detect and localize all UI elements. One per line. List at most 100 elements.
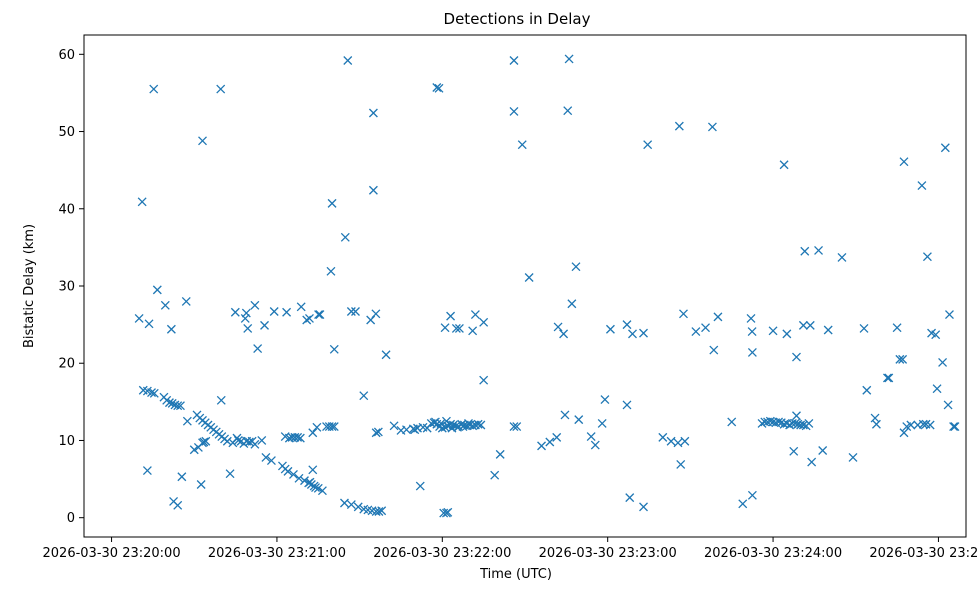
- data-point: [373, 427, 383, 437]
- y-tick-label: 30: [58, 280, 75, 295]
- data-point: [260, 320, 269, 330]
- data-point: [446, 311, 456, 321]
- data-point: [346, 307, 356, 316]
- data-point: [327, 198, 337, 208]
- data-point: [479, 317, 489, 327]
- data-point: [300, 476, 309, 486]
- y-tick-label: 20: [58, 357, 75, 372]
- data-point: [765, 416, 775, 426]
- data-point: [230, 307, 240, 317]
- data-point: [545, 437, 555, 447]
- data-point: [707, 122, 717, 132]
- data-point: [176, 401, 185, 411]
- data-point: [468, 326, 478, 336]
- data-point: [899, 428, 909, 438]
- data-point: [848, 452, 858, 462]
- data-point: [701, 323, 710, 333]
- data-point: [441, 416, 451, 426]
- data-point: [371, 309, 381, 319]
- data-point: [490, 470, 500, 480]
- data-point: [295, 433, 305, 443]
- data-point: [306, 480, 316, 489]
- y-tick-label: 0: [67, 511, 75, 526]
- data-point: [329, 422, 339, 432]
- data-point: [253, 344, 263, 354]
- data-point: [906, 420, 916, 430]
- data-point: [807, 457, 817, 467]
- data-point: [182, 416, 192, 426]
- data-point: [814, 246, 824, 255]
- data-point: [243, 324, 253, 333]
- data-point: [142, 466, 152, 476]
- data-point: [389, 421, 399, 431]
- data-point: [892, 323, 902, 333]
- data-point: [430, 417, 440, 427]
- data-point: [149, 84, 159, 94]
- data-point: [567, 299, 577, 309]
- data-point: [266, 456, 276, 466]
- data-point: [240, 313, 250, 323]
- data-point: [311, 483, 320, 493]
- data-point: [343, 56, 353, 65]
- data-point: [798, 420, 808, 430]
- data-point: [943, 400, 953, 410]
- data-point: [250, 439, 260, 449]
- data-point: [313, 483, 323, 493]
- data-point: [564, 54, 574, 64]
- data-point: [167, 398, 177, 408]
- data-point: [305, 313, 314, 323]
- data-point: [747, 490, 757, 500]
- data-point: [451, 324, 461, 333]
- data-point: [327, 422, 337, 432]
- data-point: [282, 307, 292, 317]
- data-point: [340, 498, 349, 508]
- data-point: [312, 422, 322, 432]
- data-point: [785, 420, 795, 430]
- data-point: [476, 420, 486, 430]
- data-point: [454, 324, 464, 333]
- data-point: [193, 442, 203, 452]
- data-point: [196, 480, 206, 489]
- data-point: [216, 395, 226, 405]
- data-point: [440, 323, 450, 333]
- data-point: [559, 329, 569, 339]
- data-point: [359, 391, 369, 401]
- data-point: [932, 384, 942, 394]
- data-point: [283, 466, 293, 476]
- data-point: [600, 395, 610, 404]
- x-axis-label: Time (UTC): [479, 567, 552, 582]
- data-point: [747, 327, 757, 337]
- data-point: [149, 388, 159, 398]
- x-axis-ticks: 2026-03-30 23:20:00 2026-03-30 23:21:00 20…: [43, 537, 979, 561]
- data-point: [293, 432, 303, 442]
- data-point: [314, 310, 324, 320]
- data-point: [517, 140, 527, 150]
- data-point: [250, 300, 260, 310]
- data-point: [779, 160, 789, 170]
- data-point: [774, 417, 784, 427]
- data-point: [586, 432, 596, 442]
- data-point: [470, 310, 480, 320]
- data-point: [436, 419, 446, 428]
- y-tick-label: 60: [58, 48, 75, 63]
- data-point: [680, 436, 690, 446]
- data-point: [381, 350, 391, 360]
- data-point: [746, 313, 756, 323]
- data-point: [509, 422, 519, 432]
- y-axis-label: Bistatic Delay (km): [22, 224, 37, 348]
- data-point: [434, 83, 444, 93]
- data-point: [261, 452, 271, 462]
- data-point: [798, 320, 808, 330]
- data-point: [768, 326, 778, 336]
- data-point: [571, 262, 581, 272]
- data-point: [468, 421, 478, 431]
- data-point: [673, 438, 683, 448]
- data-point: [244, 437, 254, 447]
- data-point: [177, 472, 187, 482]
- x-tick-label: 2026-03-30 23:21:00: [208, 546, 346, 561]
- data-points: [134, 54, 960, 518]
- data-point: [949, 422, 959, 432]
- data-point: [294, 473, 304, 483]
- data-point: [574, 415, 584, 425]
